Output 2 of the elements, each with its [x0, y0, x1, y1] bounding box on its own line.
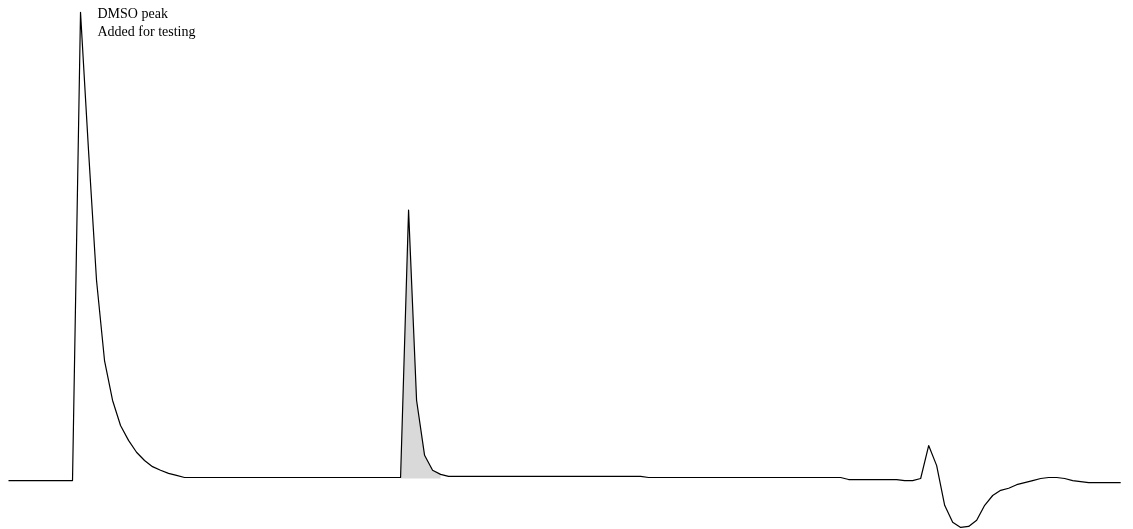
- annotation: Added for testing: [97, 23, 196, 39]
- annotation: DMSO peak: [97, 5, 168, 21]
